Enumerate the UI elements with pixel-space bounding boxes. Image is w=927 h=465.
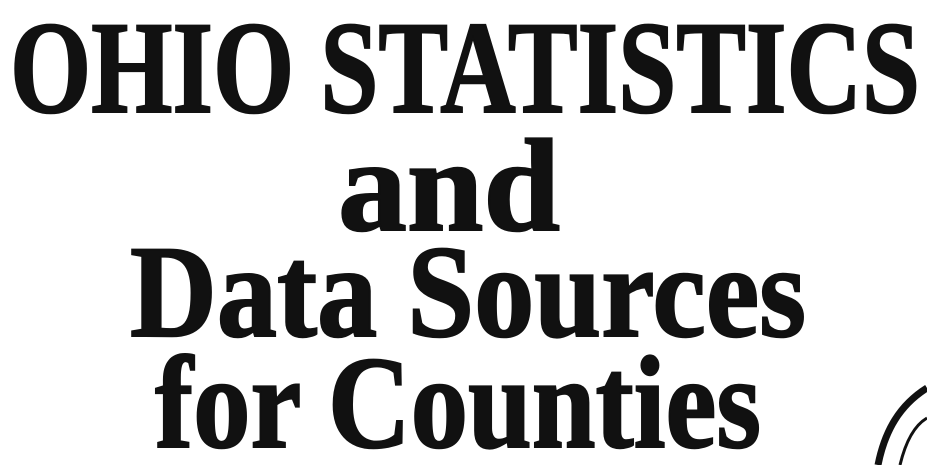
- title-line: OHIO STATISTICS: [10, 0, 920, 141]
- title-line: for Counties: [155, 329, 761, 465]
- decorative-curve: [898, 416, 927, 465]
- title-line: Data Sources: [130, 218, 806, 365]
- decorative-curve: [874, 385, 927, 465]
- title-line: and: [338, 112, 560, 259]
